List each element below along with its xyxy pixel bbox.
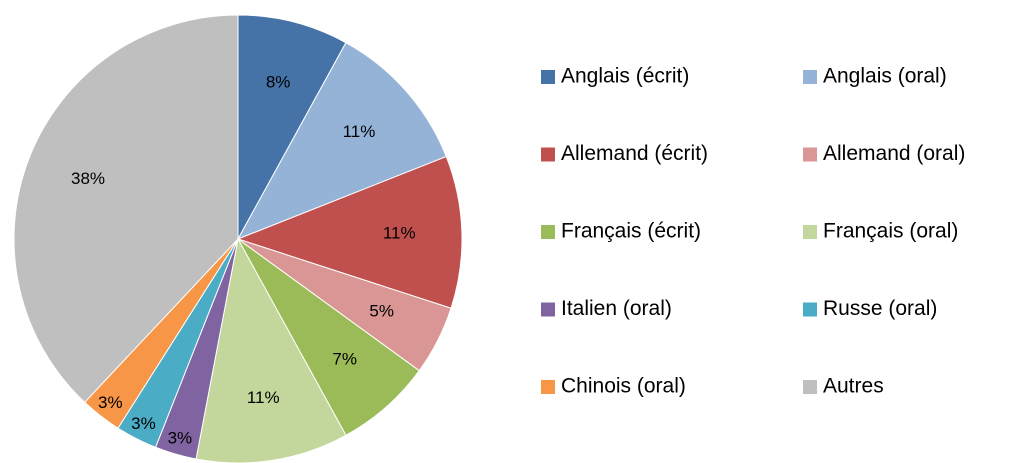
legend-swatch	[541, 302, 555, 317]
data-label: 11%	[343, 122, 376, 141]
legend-swatch	[803, 380, 817, 394]
pie-slice	[237, 14, 347, 240]
legend-swatch	[541, 70, 555, 84]
data-label: 11%	[247, 388, 280, 407]
legend-swatch	[803, 225, 817, 239]
legend-swatch	[541, 380, 555, 394]
data-label: 3%	[131, 414, 156, 433]
pie-slice	[236, 155, 463, 309]
data-label: 8%	[266, 72, 291, 91]
data-label: 11%	[383, 223, 416, 242]
legend-label: Russe (oral)	[823, 297, 937, 320]
legend-label: Italien (oral)	[561, 297, 672, 320]
legend-label: Allemand (écrit)	[561, 142, 708, 165]
legend-swatch	[541, 147, 555, 162]
pie-slice	[13, 14, 239, 403]
data-label: 5%	[369, 302, 394, 321]
legend-label: Autres	[823, 375, 884, 398]
pie-slice	[236, 42, 447, 240]
legend-label: Anglais (oral)	[823, 65, 947, 88]
data-label: 7%	[332, 349, 357, 368]
legend-label: Français (écrit)	[561, 220, 701, 243]
legend-label: Chinois (oral)	[561, 375, 686, 398]
data-label: 3%	[168, 429, 193, 448]
data-label: 3%	[98, 393, 123, 412]
legend-label: Français (oral)	[823, 220, 958, 243]
legend-label: Allemand (oral)	[823, 142, 965, 165]
legend-swatch	[541, 225, 555, 239]
pie-slice	[195, 237, 347, 463]
data-label: 38%	[71, 169, 105, 188]
legend-swatch	[803, 302, 817, 317]
legend-label: Anglais (écrit)	[561, 65, 689, 88]
legend-swatch	[803, 70, 817, 84]
legend-swatch	[803, 147, 817, 162]
